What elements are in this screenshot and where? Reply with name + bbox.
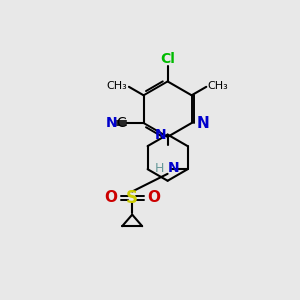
Text: N: N: [197, 116, 210, 130]
Text: N: N: [155, 128, 167, 142]
Text: N: N: [106, 116, 117, 130]
Text: S: S: [126, 189, 138, 207]
Text: O: O: [104, 190, 117, 205]
Text: Cl: Cl: [160, 52, 175, 66]
Text: H: H: [155, 162, 164, 175]
Text: CH₃: CH₃: [208, 81, 229, 91]
Text: CH₃: CH₃: [106, 81, 128, 91]
Text: C: C: [116, 116, 126, 130]
Text: O: O: [147, 190, 160, 205]
Text: N: N: [168, 161, 179, 176]
